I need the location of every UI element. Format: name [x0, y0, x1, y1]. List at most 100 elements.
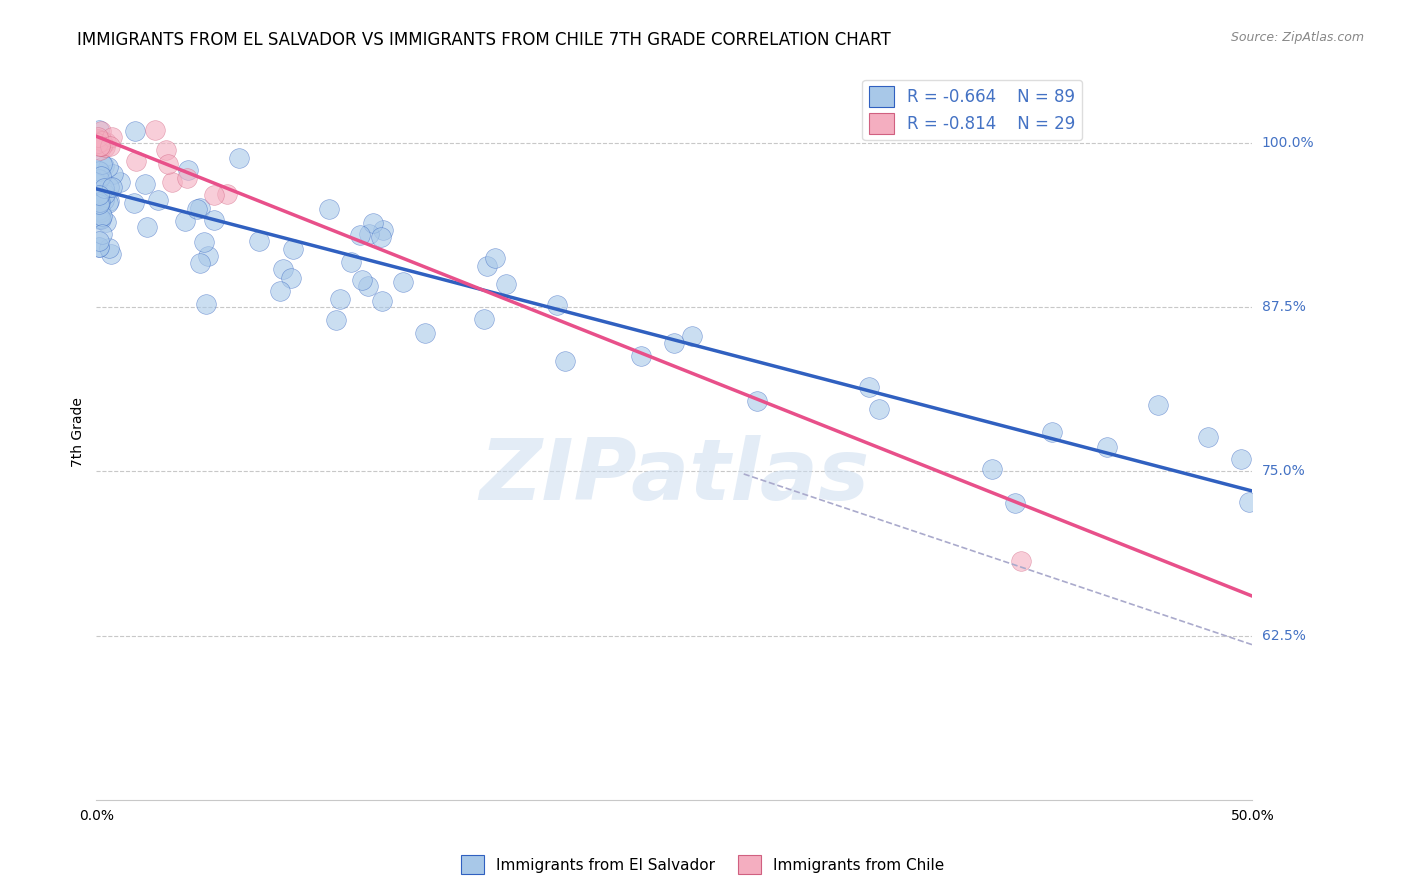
Text: 100.0%: 100.0% [1261, 136, 1315, 150]
Point [101, 180, 124, 194]
Y-axis label: 7th Grade: 7th Grade [72, 397, 86, 467]
Point [86, 131, 108, 145]
Point [87, 196, 110, 211]
Point [86, 136, 108, 151]
Point [475, 259, 498, 273]
Point [134, 178, 156, 192]
Point [371, 294, 394, 309]
Point [281, 242, 304, 256]
Text: Source: ZipAtlas.com: Source: ZipAtlas.com [1230, 31, 1364, 45]
Point [89, 187, 111, 202]
Point [162, 175, 184, 189]
Legend: R = -0.664    N = 89, R = -0.814    N = 29: R = -0.664 N = 89, R = -0.814 N = 29 [862, 79, 1083, 140]
Point [554, 353, 576, 368]
Point [89, 134, 111, 148]
Point [188, 201, 211, 215]
Point [91, 136, 114, 151]
Point [349, 227, 371, 242]
Point [89, 139, 111, 153]
Point [94, 135, 117, 149]
Point [1095, 440, 1118, 454]
Point [90, 134, 112, 148]
Point [97, 160, 120, 174]
Point [745, 394, 768, 409]
Point [90, 227, 112, 242]
Point [87, 194, 110, 209]
Text: IMMIGRANTS FROM EL SALVADOR VS IMMIGRANTS FROM CHILE 7TH GRADE CORRELATION CHART: IMMIGRANTS FROM EL SALVADOR VS IMMIGRANT… [77, 31, 891, 49]
Point [280, 271, 302, 285]
Point [100, 247, 122, 261]
Point [188, 256, 211, 270]
Point [1147, 398, 1170, 412]
Point [361, 216, 384, 230]
Point [90, 124, 112, 138]
Point [177, 162, 200, 177]
Point [98, 139, 121, 153]
Point [94, 214, 117, 228]
Point [90, 205, 112, 219]
Point [350, 273, 373, 287]
Point [176, 171, 198, 186]
Point [662, 336, 685, 351]
Point [228, 151, 250, 165]
Text: 75.0%: 75.0% [1261, 465, 1305, 478]
Point [89, 139, 111, 153]
Point [1010, 554, 1032, 568]
Point [1239, 495, 1261, 509]
Point [373, 223, 395, 237]
Point [90, 212, 112, 227]
Point [173, 213, 195, 227]
Point [87, 211, 110, 226]
Text: ZIPatlas: ZIPatlas [479, 434, 869, 517]
Point [98, 241, 121, 255]
Text: 87.5%: 87.5% [1261, 300, 1305, 314]
Point [269, 284, 291, 298]
Point [329, 292, 352, 306]
Point [193, 235, 215, 249]
Point [546, 297, 568, 311]
Point [155, 143, 177, 157]
Point [318, 202, 340, 216]
Point [87, 172, 110, 186]
Point [89, 133, 111, 147]
Point [197, 249, 219, 263]
Point [186, 202, 208, 216]
Point [89, 195, 111, 210]
Point [413, 326, 436, 340]
Point [124, 124, 146, 138]
Point [87, 122, 110, 136]
Point [135, 220, 157, 235]
Point [357, 227, 380, 242]
Point [86, 136, 108, 151]
Point [681, 329, 703, 343]
Point [194, 297, 217, 311]
Point [357, 278, 380, 293]
Point [125, 154, 148, 169]
Point [339, 255, 361, 269]
Point [122, 196, 145, 211]
Point [89, 163, 111, 178]
Point [89, 240, 111, 254]
Point [156, 157, 179, 171]
Point [143, 122, 166, 136]
Point [1040, 425, 1063, 439]
Point [93, 193, 115, 207]
Point [217, 187, 239, 202]
Point [146, 193, 169, 207]
Point [93, 181, 115, 195]
Point [89, 134, 111, 148]
Point [91, 138, 114, 153]
Point [93, 160, 115, 174]
Point [1229, 452, 1251, 467]
Point [495, 277, 517, 292]
Point [90, 209, 112, 223]
Point [86, 136, 108, 150]
Point [89, 143, 111, 157]
Point [247, 235, 270, 249]
Point [202, 213, 225, 227]
Point [93, 187, 115, 202]
Point [101, 167, 124, 181]
Point [89, 133, 111, 147]
Point [100, 130, 122, 145]
Point [1197, 429, 1219, 443]
